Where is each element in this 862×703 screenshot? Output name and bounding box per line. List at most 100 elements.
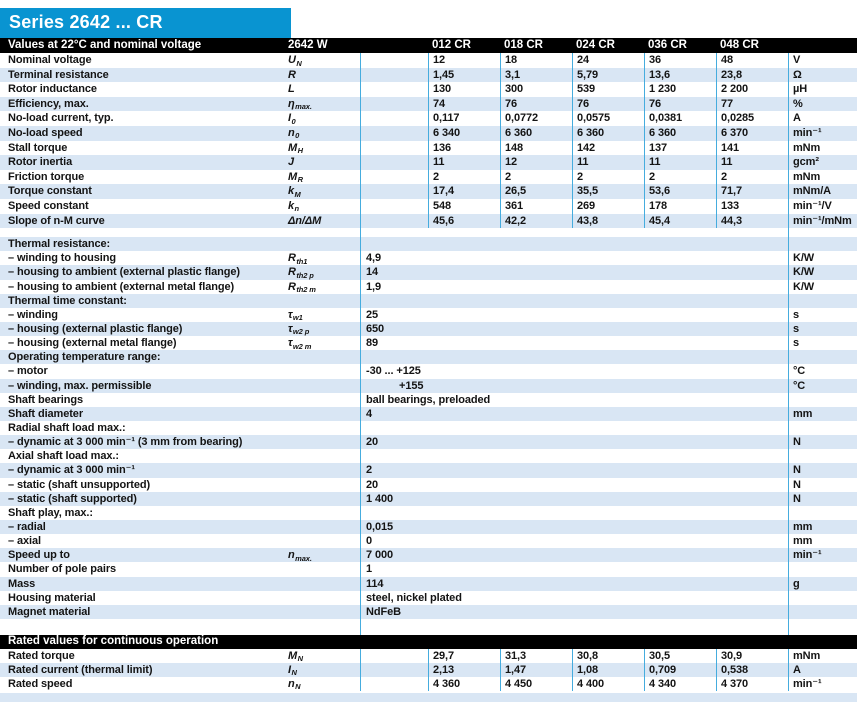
param-symbol: n0 [288, 126, 360, 141]
param-label: – housing to ambient (external metal fla… [8, 280, 235, 293]
param-symbol: I0 [288, 111, 360, 126]
symbol-subscript: 0 [295, 131, 300, 141]
param-value: 13,6 [644, 67, 716, 83]
table-row: – static (shaft supported) 1 400 N [0, 491, 857, 506]
param-label: Mass [8, 577, 36, 590]
symbol-subscript: w2 p [292, 327, 310, 337]
column-divider [788, 618, 857, 635]
param-label: Rotor inductance [8, 83, 97, 96]
column-header: 048 CR [720, 39, 759, 51]
column-header: 036 CR [648, 39, 687, 51]
param-symbol: R [288, 68, 360, 83]
param-value: 2,13 [428, 662, 500, 677]
param-value: 11 [572, 155, 644, 170]
symbol-subscript: th2 m [296, 285, 316, 295]
column-spacer [360, 140, 428, 156]
param-unit: s [788, 307, 857, 322]
table-row: Shaft play, max.: [0, 505, 857, 520]
symbol-base: η [288, 97, 295, 110]
column-header: 024 CR [576, 39, 615, 51]
param-unit [788, 392, 857, 407]
param-symbol: nmax. [288, 548, 360, 563]
param-unit: min⁻¹ [788, 125, 857, 141]
param-value: 142 [572, 140, 644, 156]
param-unit [788, 449, 857, 464]
param-value: 1,45 [428, 67, 500, 83]
param-value: 5,79 [572, 67, 644, 83]
table-row: – winding to housing Rth1 4,9 K/W [0, 251, 857, 266]
param-value: 12 [500, 155, 572, 170]
param-value: 1,08 [572, 662, 644, 677]
header-columns: 012 CR 018 CR 024 CR 036 CR 048 CR [428, 38, 788, 53]
electrical-parameters-section: Nominal voltage UN 12 18 24 36 48 V Terminal res… [0, 53, 862, 229]
param-label: Shaft bearings [8, 393, 84, 406]
param-value: 0,0381 [644, 111, 716, 126]
param-value: -30 ... +125 [360, 364, 788, 379]
param-unit [788, 293, 857, 308]
header-conditions-label: Values at 22°C and nominal voltage [8, 39, 202, 51]
column-header: 018 CR [504, 39, 543, 51]
param-value: 31,3 [500, 648, 572, 663]
param-value: 25 [360, 307, 788, 322]
param-value: NdFeB [360, 604, 788, 619]
column-spacer [360, 125, 428, 141]
table-row: Stall torque MH 136 148 142 137 141 mNm [0, 140, 857, 156]
param-unit: mm [788, 519, 857, 535]
param-value: 45,4 [644, 213, 716, 229]
param-value: 24 [572, 53, 644, 68]
column-header: 012 CR [432, 39, 471, 51]
table-row: Housing material steel, nickel plated [0, 590, 857, 605]
table-row: Speed up to nmax. 7 000 min⁻¹ [0, 548, 857, 563]
param-unit: °C [788, 378, 857, 393]
table-row: – housing to ambient (external plastic f… [0, 265, 857, 280]
param-label: – winding to housing [8, 252, 116, 265]
param-label: Operating temperature range: [8, 351, 161, 364]
param-value: 45,6 [428, 213, 500, 229]
param-value: 6 360 [572, 125, 644, 141]
symbol-base: τ [288, 337, 293, 350]
param-unit [788, 505, 857, 520]
table-row: Rated current (thermal limit) IN 2,13 1,47 1… [0, 662, 857, 677]
table-row: – static (shaft unsupported) 20 N [0, 477, 857, 492]
param-unit: s [788, 321, 857, 337]
symbol-base: R [288, 252, 296, 265]
param-unit: N [788, 435, 857, 450]
param-value: 26,5 [500, 184, 572, 199]
param-symbol [288, 463, 360, 477]
param-unit [788, 237, 857, 252]
param-label: Speed up to [8, 549, 70, 562]
param-value: 2 [644, 169, 716, 185]
symbol-base: R [288, 280, 296, 293]
param-symbol: J [288, 155, 360, 170]
param-value: 6 360 [500, 125, 572, 141]
param-symbol [288, 520, 360, 534]
param-value: 1 400 [360, 491, 788, 506]
param-value: 0,015 [360, 519, 788, 535]
param-value: 11 [716, 155, 788, 170]
param-value: 2 [500, 169, 572, 185]
param-value: 6 340 [428, 125, 500, 141]
param-value: 11 [644, 155, 716, 170]
symbol-base: k [288, 185, 295, 198]
param-value: 30,9 [716, 648, 788, 663]
column-spacer [360, 82, 428, 97]
param-symbol [288, 294, 360, 308]
param-value: 30,5 [644, 648, 716, 663]
column-spacer [360, 96, 428, 112]
param-value: 11 [428, 155, 500, 170]
param-unit [788, 604, 857, 619]
param-value: 2 200 [716, 82, 788, 97]
symbol-subscript: M [294, 189, 301, 199]
param-value: 114 [360, 576, 788, 591]
column-spacer [360, 198, 428, 214]
table-row: Nominal voltage UN 12 18 24 36 48 V [0, 53, 857, 68]
param-value: 133 [716, 198, 788, 214]
param-value: 76 [644, 96, 716, 112]
param-value: 0,0285 [716, 111, 788, 126]
symbol-base: n [288, 126, 295, 139]
param-label: – static (shaft supported) [8, 492, 137, 505]
param-label: Shaft play, max.: [8, 506, 93, 519]
param-value: 0,709 [644, 662, 716, 677]
param-unit [788, 420, 857, 436]
param-label: No-load current, typ. [8, 112, 114, 125]
